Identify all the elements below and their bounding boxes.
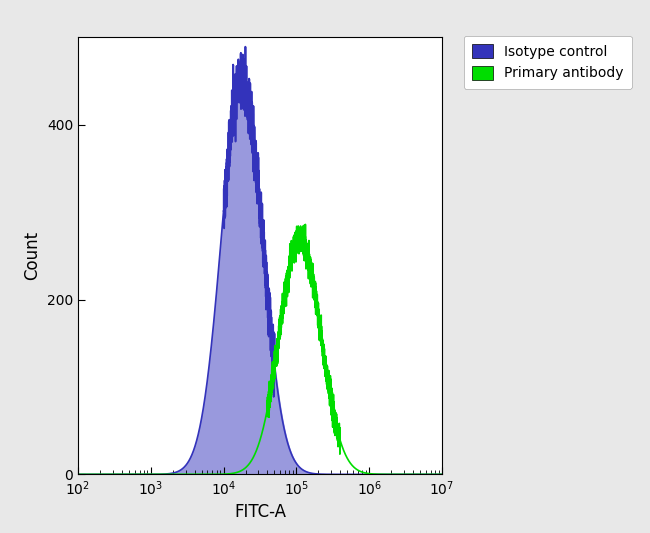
Legend: Isotype control, Primary antibody: Isotype control, Primary antibody bbox=[463, 36, 632, 88]
Y-axis label: Count: Count bbox=[23, 231, 42, 280]
X-axis label: FITC-A: FITC-A bbox=[234, 503, 286, 521]
